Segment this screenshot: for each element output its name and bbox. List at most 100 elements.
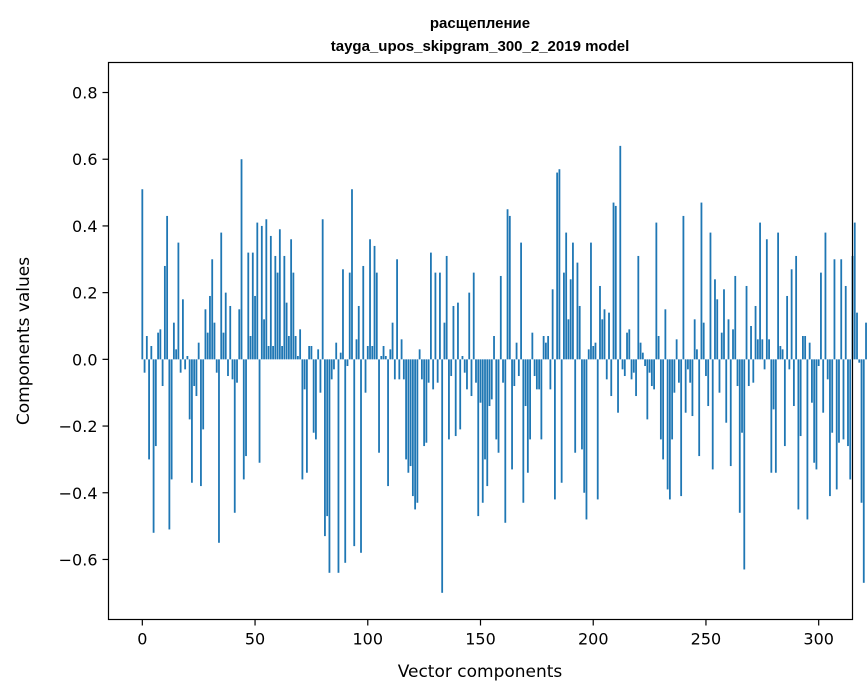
bar-252 [709,232,712,360]
bar-48 [249,336,252,360]
bar-281 [774,359,777,473]
bar-102 [371,346,374,360]
bar-175 [535,359,538,390]
bar-242 [687,359,689,370]
bar-23 [193,359,196,387]
bar-298 [813,359,816,463]
y-tick-label-3: 0.0 [72,350,97,369]
bar-174 [533,359,536,377]
bar-163 [508,215,511,360]
bar-121 [414,359,417,510]
bar-95 [355,339,358,360]
bar-273 [756,339,759,360]
bar-228 [655,222,658,360]
bar-112 [393,359,396,380]
bar-292 [799,359,802,437]
bar-66 [290,239,293,360]
bar-304 [826,359,829,380]
bar-2 [145,336,148,360]
bar-152 [484,359,486,460]
bar-161 [504,359,507,523]
bar-153 [486,359,489,487]
bar-13 [170,359,173,480]
bar-265 [738,359,741,513]
bar-97 [360,359,362,553]
bar-222 [641,352,644,360]
bar-241 [684,359,687,413]
bar-172 [529,359,531,440]
bar-73 [306,359,308,473]
bar-71 [301,359,304,480]
bar-155 [490,359,493,400]
bar-287 [788,359,791,370]
bar-264 [736,359,739,387]
bar-187 [563,272,565,360]
bar-221 [639,342,642,360]
bar-64 [285,302,288,360]
bar-219 [635,359,637,397]
bar-226 [650,359,653,387]
bar-216 [628,329,631,360]
bar-310 [840,259,843,360]
bar-259 [725,359,728,423]
bar-132 [439,272,441,360]
bar-277 [765,239,768,360]
bar-67 [292,272,295,360]
bar-108 [384,356,387,360]
bar-17 [179,359,182,373]
bar-59 [274,255,277,360]
bar-184 [556,172,559,360]
bar-215 [626,332,628,360]
bar-139 [454,359,457,437]
bar-109 [387,359,389,487]
y-tick-label-1: −0.4 [59,484,98,503]
bar-303 [824,232,827,360]
bar-126 [425,359,428,443]
bar-20 [186,356,189,360]
x-tick-label-4: 200 [578,630,609,649]
bar-74 [308,346,311,360]
bar-37 [224,292,227,360]
bar-119 [409,359,412,467]
bar-319 [860,359,863,503]
bar-26 [200,359,202,487]
bar-305 [829,359,831,497]
bar-103 [373,245,376,360]
bar-299 [815,359,818,470]
bar-96 [357,305,360,360]
bar-4 [150,346,153,360]
bar-223 [644,359,646,367]
bar-231 [662,359,665,460]
bar-313 [847,359,849,447]
bar-93 [351,189,353,360]
bar-176 [538,359,541,390]
x-axis: 0 50 100 150 200 250 300 [137,619,834,649]
bar-113 [396,259,398,360]
bar-85 [333,359,335,370]
bar-42 [236,359,238,383]
bar-197 [585,359,588,520]
bar-196 [583,359,586,493]
bar-62 [281,346,283,360]
bar-253 [711,359,714,470]
bar-295 [806,359,809,520]
bar-255 [716,299,719,360]
bar-22 [191,359,193,483]
bar-58 [272,346,274,360]
bar-50 [254,295,256,360]
bar-302 [822,359,825,413]
bar-224 [646,359,649,420]
bar-30 [209,295,211,360]
bar-285 [783,359,786,447]
bar-159 [499,275,502,360]
bar-179 [544,342,547,360]
bar-312 [844,285,847,360]
bar-227 [653,359,655,390]
bar-55 [265,219,268,360]
bar-233 [666,359,669,490]
bar-318 [858,359,861,363]
bar-3 [148,359,150,460]
bar-31 [211,259,214,360]
bar-244 [691,359,694,417]
bar-136 [448,359,450,440]
